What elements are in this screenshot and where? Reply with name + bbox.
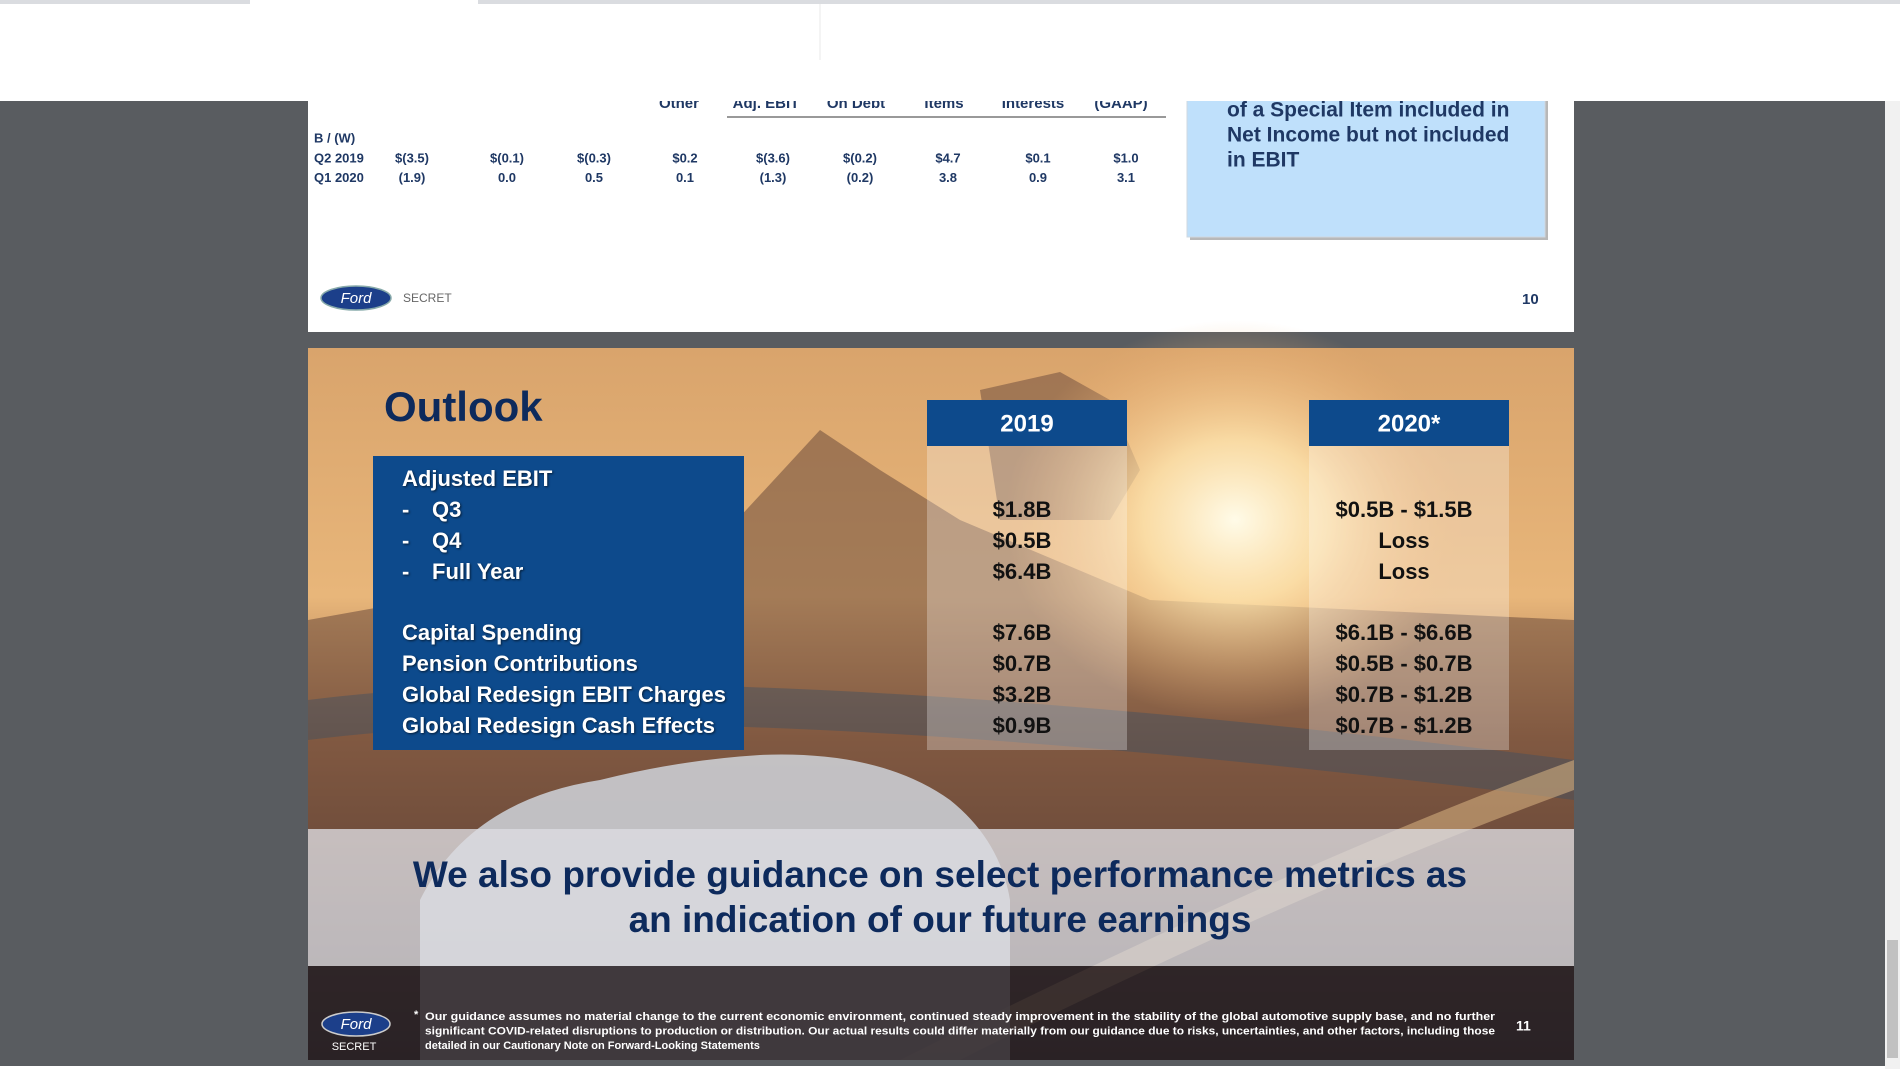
row-label: Capital Spending xyxy=(402,620,582,645)
slide-title: Outlook xyxy=(384,383,543,430)
row-label: Full Year xyxy=(432,559,524,584)
cell: $0.5B - $0.7B xyxy=(1336,651,1473,676)
row-label: Global Redesign Cash Effects xyxy=(402,713,715,738)
footnote-marker: * xyxy=(414,1009,419,1021)
cell: $(0.1) xyxy=(490,150,524,165)
cell: 3.1 xyxy=(1117,170,1135,185)
logo-text: Ford xyxy=(341,290,373,307)
cell: 0.9 xyxy=(1029,170,1047,185)
sub-marker: - xyxy=(402,559,409,584)
row-label: Pension Contributions xyxy=(402,651,638,676)
row-label: Q4 xyxy=(432,528,462,553)
cell: $(0.2) xyxy=(843,150,877,165)
cell: $1.8B xyxy=(993,497,1052,522)
row-label: Q2 2019 xyxy=(314,150,364,165)
cell: $0.1 xyxy=(1025,150,1050,165)
classification: SECRET xyxy=(332,1041,377,1053)
callout-text: Net Income but not included xyxy=(1227,124,1509,147)
cell: $1.0 xyxy=(1113,150,1138,165)
callout-text: of a Special Item included in xyxy=(1227,99,1509,122)
tab[interactable] xyxy=(478,0,1900,4)
cell: $0.2 xyxy=(672,150,697,165)
column-header-box xyxy=(927,400,1127,446)
cell: $0.5B - $1.5B xyxy=(1336,497,1473,522)
column-body xyxy=(927,446,1127,750)
cell: $6.4B xyxy=(993,559,1052,584)
slide-11: Outlook 2019 2020*Adjusted EBIT- Q3 $1.8B $0.… xyxy=(308,320,1574,1060)
cell: (1.9) xyxy=(399,170,426,185)
cell: $6.1B - $6.6B xyxy=(1336,620,1473,645)
scrollbar[interactable] xyxy=(1885,101,1900,1069)
column-header-box xyxy=(1309,400,1509,446)
cell: 3.8 xyxy=(939,170,957,185)
footer-box xyxy=(308,966,1574,1060)
column-body xyxy=(1309,446,1509,750)
ford-logo xyxy=(320,285,392,311)
section-label: Adjusted EBIT xyxy=(402,466,553,491)
footnote: detailed in our Cautionary Note on Forwa… xyxy=(425,1040,760,1052)
cell: $7.6B xyxy=(993,620,1052,645)
classification: SECRET xyxy=(403,291,452,305)
cell: $3.2B xyxy=(993,682,1052,707)
cell: 0.1 xyxy=(676,170,694,185)
row-label: Global Redesign EBIT Charges xyxy=(402,682,726,707)
footnote: Our guidance assumes no material change … xyxy=(425,1011,1496,1023)
tab[interactable] xyxy=(0,0,250,4)
page-number: 10 xyxy=(1522,291,1539,308)
sub-marker: - xyxy=(402,497,409,522)
cell: $4.7 xyxy=(935,150,960,165)
cell: $0.9B xyxy=(993,713,1052,738)
toolbar xyxy=(0,0,1900,101)
cell: $(3.6) xyxy=(756,150,790,165)
page-number: 11 xyxy=(1516,1018,1531,1034)
ford-logo xyxy=(321,1011,391,1037)
cell: $0.7B xyxy=(993,651,1052,676)
cell: (1.3) xyxy=(760,170,787,185)
cell: $0.7B - $1.2B xyxy=(1336,682,1473,707)
row-label: Q1 2020 xyxy=(314,170,364,185)
label-box xyxy=(373,456,744,750)
banner-text: We also provide guidance on select perfo… xyxy=(413,854,1467,895)
cell: Loss xyxy=(1378,528,1429,553)
footnote: significant COVID-related disruptions to… xyxy=(425,1025,1495,1037)
banner-box xyxy=(308,829,1574,966)
cell: Loss xyxy=(1378,559,1429,584)
cell: 0.0 xyxy=(498,170,516,185)
banner-text: an indication of our future earnings xyxy=(629,899,1252,940)
column-header: 2020* xyxy=(1378,410,1441,437)
cell: $(3.5) xyxy=(395,150,429,165)
cell: $0.7B - $1.2B xyxy=(1336,713,1473,738)
row-label: Q3 xyxy=(432,497,461,522)
callout-text: in EBIT xyxy=(1227,149,1300,172)
column-header: 2019 xyxy=(1000,410,1053,437)
status-strip xyxy=(0,1066,1885,1069)
section-label: B / (W) xyxy=(314,130,355,145)
sub-marker: - xyxy=(402,528,409,553)
cell: $(0.3) xyxy=(577,150,611,165)
cell: (0.2) xyxy=(847,170,874,185)
cell: $0.5B xyxy=(993,528,1052,553)
scrollbar-thumb[interactable] xyxy=(1887,940,1898,1058)
cell: 0.5 xyxy=(585,170,603,185)
logo-text: Ford xyxy=(341,1016,373,1033)
